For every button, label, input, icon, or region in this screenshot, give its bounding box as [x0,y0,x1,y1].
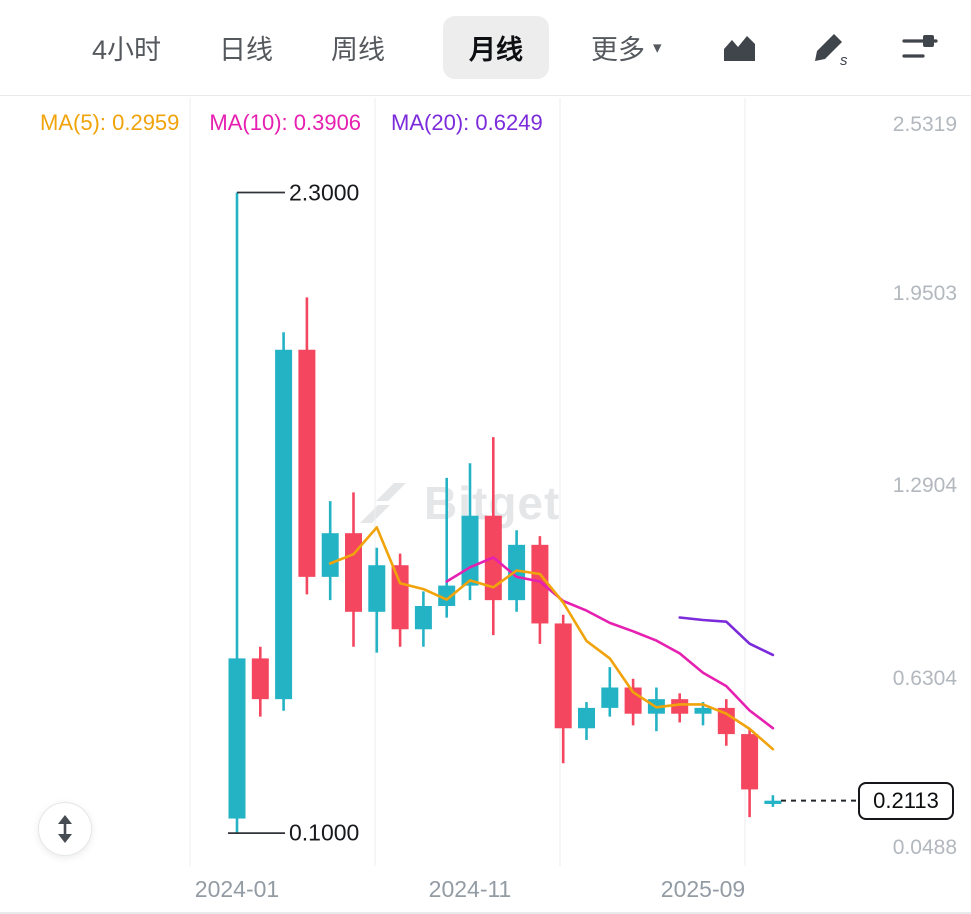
candles [228,192,782,834]
candle-body [228,658,246,819]
y-axis-tick: 2.5319 [892,113,957,136]
indicator-settings-icon[interactable] [900,29,940,67]
bottom-divider [0,912,971,914]
high-price-label: 2.3000 [289,179,360,206]
gridlines [189,98,746,866]
x-axis-tick: 2024-01 [194,876,280,902]
candle-body [251,658,269,700]
candle-body [554,623,572,729]
candle-body [321,533,339,577]
tab-monthly[interactable]: 月线 [443,16,550,79]
vertical-scale-icon [58,815,72,843]
candle-body [531,544,549,624]
candle-body [438,585,456,606]
y-axis-tick: 1.2904 [892,474,957,498]
candle-body [694,707,712,714]
candle-body [601,687,619,708]
candle-body [275,349,293,700]
candle-body [298,349,316,577]
tab-more[interactable]: 更多 ▾ [591,28,662,67]
candle-body [345,533,362,612]
candle-body [578,707,595,729]
candle-body [717,707,735,735]
candle-body [461,515,479,586]
chevron-down-icon: ▾ [653,37,662,57]
toolbar-icon-group: s [720,29,940,67]
ma5-value: MA(5): 0.2959 [40,110,180,135]
chart-toolbar: 4小时 日线 周线 月线 更多 ▾ s [0,0,971,96]
x-axis-tick: 2024-11 [428,876,512,902]
tab-daily[interactable]: 日线 [219,35,274,65]
x-axis-tick: 2025-09 [660,876,746,902]
low-price-label: 0.1000 [289,819,360,846]
ma10-value: MA(10): 0.3906 [209,110,362,135]
y-axis-tick: 1.9503 [892,282,957,306]
last-price-tag: 0.2113 [858,781,954,820]
tab-4hour[interactable]: 4小时 [92,35,162,65]
y-axis-tick: 0.6304 [892,666,957,690]
draw-tool-icon[interactable]: s [810,29,850,67]
candle-body [671,699,689,714]
chart-style-icon[interactable] [720,29,760,67]
candle-body [414,605,432,630]
svg-text:s: s [840,52,848,67]
ma20-line [678,616,775,657]
candle-body [508,544,526,601]
ma20-value: MA(20): 0.6249 [391,110,543,135]
tab-weekly[interactable]: 周线 [331,35,386,65]
candle-body [368,565,386,612]
ma-legend: MA(5): 0.2959 MA(10): 0.3906 MA(20): 0.6… [40,110,543,136]
ma5-line [328,526,775,751]
ma10-line [445,556,775,730]
y-axis-scale-button[interactable] [38,802,92,856]
candle-body [391,565,409,630]
y-axis-tick: 0.0488 [892,836,957,859]
candle-body [741,734,759,790]
candle-body [764,800,782,804]
tab-more-label: 更多 [591,35,646,65]
